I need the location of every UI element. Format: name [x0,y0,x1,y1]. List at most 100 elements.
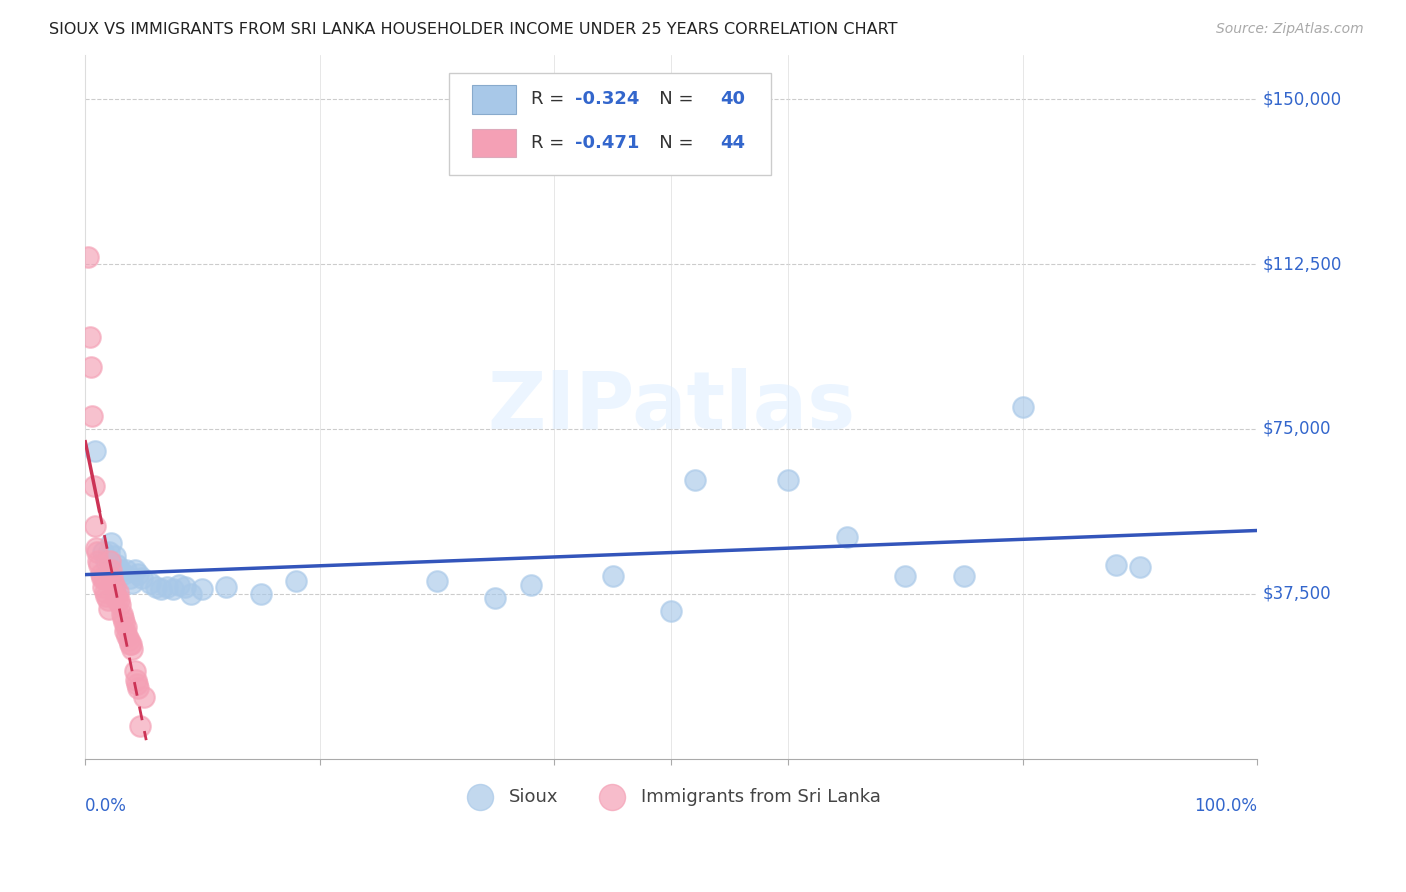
Point [835,530,858,544]
Point [125,677,148,691]
Point [83,444,105,458]
Point [191,582,214,597]
Point [120,637,142,651]
Text: N =: N = [643,134,699,153]
Point [129,719,152,733]
Point [89,558,111,573]
Point [96,589,118,603]
Point [426,574,449,588]
Point [659,604,682,618]
Point [100,563,122,577]
Point [112,615,135,630]
Point [83,518,105,533]
Point [115,620,138,634]
Point [83,479,105,493]
Point [167,578,190,592]
Point [114,624,136,639]
Point [107,584,129,599]
Text: -0.324: -0.324 [575,90,640,109]
Text: $112,500: $112,500 [1263,255,1343,273]
Point [97,593,120,607]
Text: $75,000: $75,000 [1263,420,1331,438]
Point [124,563,146,577]
Point [101,572,124,586]
Point [124,664,146,678]
Point [156,580,179,594]
Point [76,251,98,265]
Point [1011,400,1033,414]
Text: R =: R = [530,134,569,153]
Point [98,554,121,568]
Point [104,549,127,564]
Point [145,580,167,594]
Point [250,587,273,601]
Point [150,582,173,597]
Point [90,567,112,582]
Point [111,611,134,625]
Point [103,575,125,590]
Point [121,641,143,656]
Text: 44: 44 [720,134,745,153]
Text: $37,500: $37,500 [1263,585,1331,603]
Point [104,589,127,603]
Text: Source: ZipAtlas.com: Source: ZipAtlas.com [1216,22,1364,37]
Point [125,673,148,687]
Text: 100.0%: 100.0% [1194,797,1257,815]
Point [93,572,115,586]
FancyBboxPatch shape [472,129,516,157]
Point [180,587,202,601]
Point [139,575,162,590]
Point [683,473,706,487]
FancyBboxPatch shape [449,73,770,175]
Point [94,584,117,599]
Point [105,593,128,607]
Point [1129,560,1152,574]
Point [111,607,134,621]
Point [91,580,114,594]
Point [127,567,149,582]
Point [100,536,122,550]
Point [91,545,114,559]
Point [82,409,104,423]
Point [131,572,153,586]
Point [110,598,132,612]
Point [118,637,141,651]
Point [79,329,101,343]
Point [104,580,127,594]
Point [108,593,131,607]
Text: -0.471: -0.471 [575,134,640,153]
Point [174,580,197,594]
Point [117,629,139,643]
Point [132,690,155,705]
Text: 0.0%: 0.0% [86,797,127,815]
Point [121,575,143,590]
Point [484,591,506,606]
Point [953,569,976,583]
Text: R =: R = [530,90,569,109]
Point [97,602,120,616]
Text: ZIPatlas: ZIPatlas [486,368,855,446]
Point [162,582,184,597]
Point [87,554,110,568]
Point [1105,558,1128,573]
Point [110,563,132,577]
Text: $150,000: $150,000 [1263,90,1341,108]
Point [96,554,118,568]
Text: SIOUX VS IMMIGRANTS FROM SRI LANKA HOUSEHOLDER INCOME UNDER 25 YEARS CORRELATION: SIOUX VS IMMIGRANTS FROM SRI LANKA HOUSE… [49,22,897,37]
FancyBboxPatch shape [472,86,516,113]
Point [778,473,800,487]
Point [894,569,917,583]
Point [285,574,308,588]
Point [90,572,112,586]
Point [97,545,120,559]
Text: 40: 40 [720,90,745,109]
Point [602,569,624,583]
Point [215,580,238,594]
Point [115,563,138,577]
Point [519,578,541,592]
Point [105,558,128,573]
Legend: Sioux, Immigrants from Sri Lanka: Sioux, Immigrants from Sri Lanka [454,780,889,814]
Text: N =: N = [643,90,699,109]
Point [111,567,134,582]
Point [127,681,149,696]
